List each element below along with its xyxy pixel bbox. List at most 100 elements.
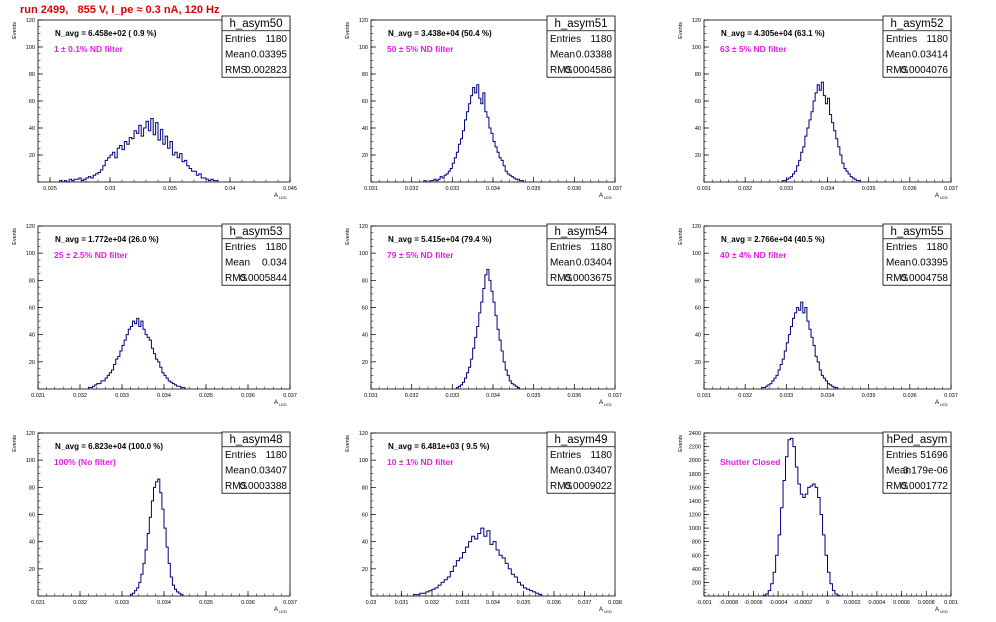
x-tick-label: 0.033 <box>115 393 129 399</box>
stats-label: RMS <box>550 65 573 76</box>
histogram-panel-h_asym53: 20 40 60 80 100 120 0.031 0.032 0.033 0.034 0.035 0… <box>12 223 297 407</box>
stats-label: Mean <box>550 258 575 269</box>
filter-label: Shutter Closed <box>720 457 780 467</box>
stats-value: 1180 <box>265 450 287 461</box>
x-tick-label: 0.037 <box>608 186 622 192</box>
histogram-panel-h_asym49: 20 40 60 80 100 120 0.03 0.031 0.032 0.033 0.034 0.… <box>345 431 622 614</box>
stats-value: 1180 <box>590 242 612 253</box>
stats-value: 0.03407 <box>251 466 288 477</box>
y-axis-title: Events <box>345 228 351 245</box>
y-tick-label: 80 <box>362 485 368 491</box>
stats-label: Entries <box>886 242 917 253</box>
navg-label: N_avg = 3.438e+04 (50.4 %) <box>388 29 492 38</box>
stats-box <box>221 431 291 494</box>
y-tick-label: 60 <box>362 99 368 105</box>
y-tick-label: 120 <box>692 18 701 24</box>
stats-value: 0.002823 <box>245 65 287 76</box>
x-tick-label: 0.036 <box>547 600 561 606</box>
histogram-panel-h_asym55: 20 40 60 80 100 120 0.031 0.032 0.033 0.034 0.035 0… <box>678 223 958 407</box>
y-tick-label: 80 <box>29 278 35 284</box>
stats-value: 0.0005844 <box>240 273 288 284</box>
stats-value: 0.0003388 <box>240 481 288 492</box>
stats-label: Mean <box>550 466 575 477</box>
stats-value: 3.179e-06 <box>903 466 948 477</box>
filter-label: 63 ± 5% ND filter <box>720 44 787 54</box>
stats-box <box>221 15 291 78</box>
x-tick-label: -0.0004 <box>769 600 788 606</box>
y-tick-label: 80 <box>695 72 701 78</box>
x-axis-title: ALED <box>599 607 612 614</box>
stats-value: 0.0009022 <box>565 481 613 492</box>
y-tick-label: 100 <box>359 251 368 257</box>
x-tick-label: 0.03 <box>105 186 116 192</box>
y-axis-title: Events <box>678 435 684 452</box>
y-tick-label: 60 <box>362 513 368 519</box>
y-tick-label: 20 <box>29 567 35 573</box>
x-tick-label: 0.032 <box>405 186 419 192</box>
x-tick-label: 0.031 <box>31 393 45 399</box>
y-tick-label: 120 <box>359 224 368 230</box>
histogram-line <box>413 527 543 596</box>
stats-value: 1180 <box>590 34 612 45</box>
y-tick-label: 120 <box>26 18 35 24</box>
y-tick-label: 80 <box>362 72 368 78</box>
x-axis-title: ALED <box>599 193 612 200</box>
x-tick-label: 0.031 <box>395 600 409 606</box>
y-tick-label: 60 <box>29 306 35 312</box>
y-tick-label: 100 <box>692 251 701 257</box>
x-tick-label: 0.035 <box>862 186 876 192</box>
stats-label: Entries <box>886 450 917 461</box>
x-axis-title: ALED <box>935 400 948 407</box>
stats-box <box>882 223 952 286</box>
histogram-line <box>87 317 186 389</box>
x-tick-label: 0.036 <box>567 186 581 192</box>
y-tick-label: 2200 <box>689 445 701 451</box>
y-tick-label: 1000 <box>689 526 701 532</box>
x-tick-label: 0.033 <box>445 393 459 399</box>
y-tick-label: 20 <box>362 567 368 573</box>
x-tick-label: 0.001 <box>944 600 958 606</box>
stats-label: Entries <box>225 242 256 253</box>
x-tick-label: 0.036 <box>903 393 917 399</box>
stats-title: h_asym50 <box>229 18 282 30</box>
filter-label: 40 ± 4% ND filter <box>720 250 787 260</box>
x-tick-label: 0.025 <box>43 186 57 192</box>
stats-value: 1180 <box>265 242 287 253</box>
x-tick-label: 0.031 <box>31 600 45 606</box>
stats-title: hPed_asym <box>887 434 948 446</box>
histogram-line <box>59 118 219 183</box>
y-tick-label: 100 <box>26 45 35 51</box>
stats-label: RMS <box>886 65 909 76</box>
stats-label: RMS <box>550 273 573 284</box>
x-tick-label: 0.035 <box>527 393 541 399</box>
y-tick-label: 1200 <box>689 513 701 519</box>
stats-value: 0.03404 <box>576 258 613 269</box>
y-tick-label: 80 <box>29 72 35 78</box>
x-tick-label: 0.037 <box>578 600 592 606</box>
y-tick-label: 120 <box>26 224 35 230</box>
x-tick-label: 0.032 <box>425 600 439 606</box>
stats-value: 1180 <box>590 450 612 461</box>
histogram-line <box>762 437 841 596</box>
y-tick-label: 600 <box>692 553 701 559</box>
x-tick-label: 0.045 <box>283 186 297 192</box>
y-tick-label: 100 <box>26 458 35 464</box>
x-tick-label: 0.034 <box>821 186 835 192</box>
y-tick-label: 80 <box>362 278 368 284</box>
stats-value: 1180 <box>926 242 948 253</box>
y-tick-label: 20 <box>29 360 35 366</box>
y-tick-label: 2400 <box>689 431 701 437</box>
stats-value: 0.0004586 <box>565 65 613 76</box>
histogram-line <box>761 301 839 389</box>
navg-label: N_avg = 5.415e+04 (79.4 %) <box>388 235 492 244</box>
stats-label: Entries <box>550 242 581 253</box>
histogram-panel-h_asym48: 20 40 60 80 100 120 0.031 0.032 0.033 0.034 0.035 0… <box>12 431 297 614</box>
stats-value: 1180 <box>265 34 287 45</box>
x-tick-label: 0.035 <box>163 186 177 192</box>
stats-box <box>882 431 952 494</box>
stats-label: Entries <box>225 450 256 461</box>
x-tick-label: 0.032 <box>73 600 87 606</box>
stats-value: 0.03388 <box>576 50 613 61</box>
x-axis-title: ALED <box>274 400 287 407</box>
y-tick-label: 20 <box>695 153 701 159</box>
